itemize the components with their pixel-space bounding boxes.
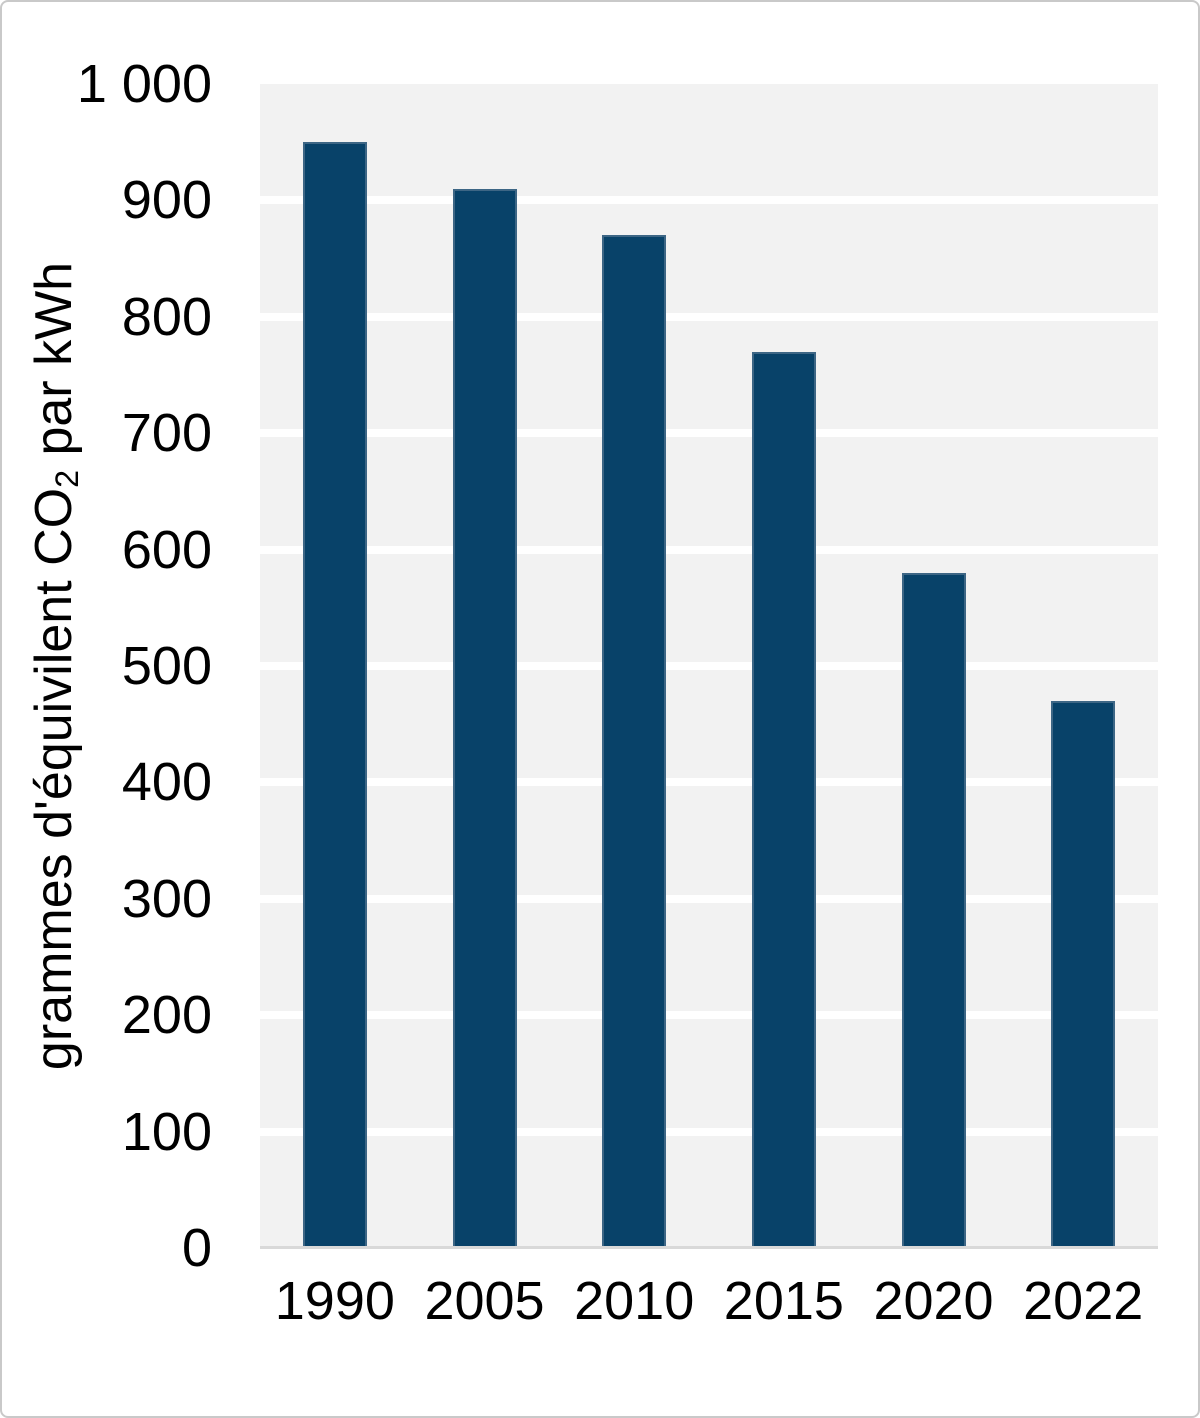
category-cell-2010 <box>559 84 709 1248</box>
y-axis-tick-label: 700 <box>121 403 212 464</box>
x-axis-label-2015: 2015 <box>723 1271 844 1331</box>
grid-line <box>260 894 1158 903</box>
x-axis-label-2010: 2010 <box>574 1271 695 1331</box>
y-axis-tick-label: 0 <box>181 1218 212 1278</box>
x-axis-label-2022: 2022 <box>1023 1271 1144 1331</box>
grid-line <box>260 312 1158 321</box>
y-axis-tick-label: 600 <box>121 519 212 580</box>
grid-line <box>260 429 1158 438</box>
bar-2010 <box>602 235 667 1248</box>
category-cell-2020 <box>859 84 1009 1248</box>
plot-area <box>260 84 1158 1249</box>
x-axis-line <box>260 1246 1158 1249</box>
y-axis-tick-label: 100 <box>121 1101 212 1162</box>
y-axis-tick-label: 500 <box>121 636 212 696</box>
bar-2022 <box>1051 700 1116 1248</box>
y-axis-tick-label: 800 <box>121 286 212 347</box>
y-axis-tick-label: 900 <box>121 170 212 231</box>
y-axis-tick-label: 300 <box>121 868 212 929</box>
grid-line <box>260 778 1158 787</box>
bar-2005 <box>452 188 517 1248</box>
category-cell-1990 <box>260 84 410 1248</box>
grid-line <box>260 662 1158 670</box>
y-axis-tick-label: 400 <box>121 752 212 813</box>
y-axis-tick-label: 200 <box>121 985 212 1046</box>
category-cell-2022 <box>1008 84 1158 1248</box>
category-cell-2015 <box>709 84 859 1248</box>
bars-row <box>260 84 1158 1248</box>
grid-line <box>260 196 1158 205</box>
grid-line <box>260 1127 1158 1136</box>
grid-line <box>260 1011 1158 1020</box>
bar-2020 <box>901 572 966 1248</box>
x-axis-labels: 1990 2005 2010 2015 2020 2022 <box>260 1270 1158 1332</box>
category-cell-2005 <box>410 84 560 1248</box>
x-axis-label-2005: 2005 <box>424 1271 545 1331</box>
x-axis-label-1990: 1990 <box>274 1271 395 1331</box>
bar-1990 <box>302 142 367 1248</box>
x-axis-label-2020: 2020 <box>873 1271 994 1331</box>
y-axis-ticks: 0 100 200 300 400 500 600 700 800 900 1 000 <box>2 57 212 1275</box>
y-axis-tick-label: 1 000 <box>76 54 212 114</box>
bar-2015 <box>751 351 816 1248</box>
grid-line <box>260 545 1158 554</box>
